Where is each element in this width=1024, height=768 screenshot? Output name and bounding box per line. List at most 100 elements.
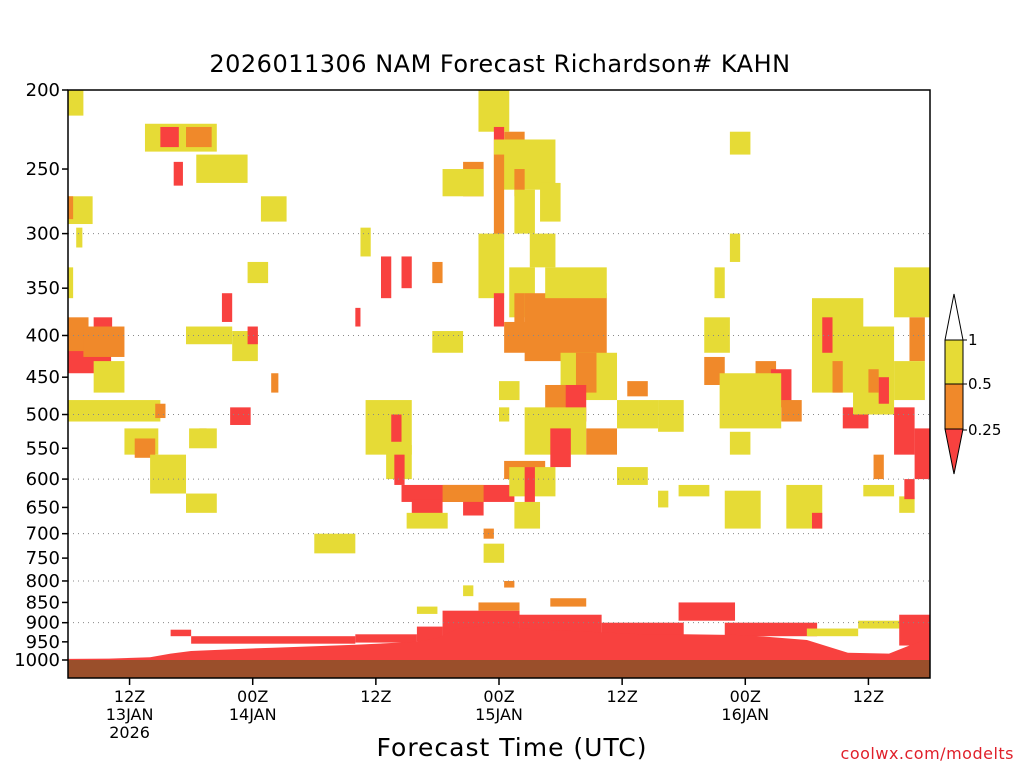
x-tick-label: 15JAN <box>475 705 523 724</box>
ri-region-yellow <box>360 227 371 257</box>
ri-region-red <box>519 614 602 635</box>
y-tick-label: 400 <box>26 325 60 346</box>
ground-layer <box>68 660 930 678</box>
y-tick-label: 800 <box>26 571 60 592</box>
x-tick-label: 13JAN <box>106 705 154 724</box>
y-tick-label: 850 <box>26 592 60 613</box>
ri-region-red <box>160 126 179 148</box>
ri-region-red <box>811 512 823 529</box>
ri-region-orange <box>550 598 587 607</box>
ri-region-yellow <box>189 428 217 449</box>
ri-region-yellow <box>894 267 930 318</box>
ri-region-yellow <box>442 169 484 197</box>
ri-region-orange <box>514 293 525 332</box>
ri-region-yellow <box>729 431 751 455</box>
ri-region-yellow <box>68 90 84 116</box>
ri-region-yellow <box>806 628 859 637</box>
ri-region-yellow <box>514 501 541 529</box>
ri-region-yellow <box>186 326 233 345</box>
ri-region-red <box>904 479 915 500</box>
legend-swatch-0 <box>944 339 964 385</box>
legend-lower-triangle <box>944 428 964 475</box>
x-tick-label: 12Z <box>114 687 145 706</box>
axes-layer: 200 250 300 350 400 450 500 550 600 650 700 7508008… <box>14 80 884 742</box>
ri-region-red <box>550 428 571 468</box>
ri-region-yellow <box>416 606 438 614</box>
ri-region-red <box>914 428 930 480</box>
ri-region-orange <box>627 381 648 397</box>
ri-region-yellow <box>899 496 915 513</box>
ri-region-orange <box>586 428 618 455</box>
ri-region-yellow <box>714 267 725 299</box>
ri-region-orange <box>575 352 597 393</box>
ri-region-orange <box>271 373 279 393</box>
ri-region-orange <box>832 361 843 393</box>
ri-region-yellow <box>76 227 83 248</box>
legend-swatch-1 <box>944 383 964 430</box>
ri-region-yellow <box>247 261 269 284</box>
ri-region-red <box>191 636 356 644</box>
ri-region-yellow <box>678 484 710 497</box>
ri-region-orange <box>868 369 879 393</box>
ri-region-orange <box>909 317 925 362</box>
ri-region-yellow <box>540 182 561 222</box>
ri-region-yellow <box>93 361 125 393</box>
ri-region-yellow <box>858 620 910 629</box>
y-tick-label: 350 <box>26 278 60 299</box>
ground-band <box>68 660 930 678</box>
ri-region-red <box>380 256 392 299</box>
ri-region-yellow <box>617 467 648 485</box>
x-tick-label: 12Z <box>360 687 391 706</box>
y-tick-label: 450 <box>26 367 60 388</box>
legend-label: 0.5 <box>968 375 992 393</box>
ri-region-yellow <box>499 407 510 422</box>
ri-region-orange <box>873 454 884 480</box>
ri-region-orange <box>504 580 515 588</box>
ri-region-red <box>170 629 192 637</box>
ri-region-yellow <box>545 267 607 299</box>
ri-region-yellow <box>514 189 535 234</box>
ri-region-orange <box>83 326 125 357</box>
ri-region-yellow <box>68 400 161 422</box>
ri-region-yellow <box>478 90 510 132</box>
boundary-layer-region <box>68 624 930 660</box>
ri-region-yellow <box>729 131 751 155</box>
ri-region-red <box>355 634 417 643</box>
ri-region-yellow <box>432 331 464 353</box>
ri-region-yellow <box>863 484 895 497</box>
ri-region-red <box>394 454 405 485</box>
ri-region-yellow <box>724 490 761 529</box>
ri-region-yellow <box>658 490 669 508</box>
ri-region-yellow <box>483 543 505 563</box>
ri-region-yellow <box>150 454 187 494</box>
ri-region-red <box>894 407 915 455</box>
ri-region-red <box>678 602 736 621</box>
ri-region-red <box>416 626 443 642</box>
ri-region-yellow <box>529 233 556 268</box>
ri-region-yellow <box>540 479 556 491</box>
chart-title: 2026011306 NAM Forecast Richardson# KAHN <box>209 50 791 78</box>
legend-label: 0.25 <box>968 421 1001 439</box>
ri-region-orange <box>432 261 443 284</box>
y-tick-label: 750 <box>26 548 60 569</box>
ri-region-orange <box>186 126 212 148</box>
ri-region-red <box>411 499 443 516</box>
ri-region-red <box>355 307 361 327</box>
ri-region-red <box>221 293 233 322</box>
ri-region-red <box>601 622 684 637</box>
ri-region-orange <box>493 154 505 240</box>
ri-region-red <box>878 377 889 404</box>
x-tick-label: 12Z <box>853 687 884 706</box>
ri-region-orange <box>68 196 74 220</box>
ri-region-red <box>391 414 402 442</box>
x-tick-label: 14JAN <box>229 705 277 724</box>
credit-link[interactable]: coolwx.com/modelts <box>840 744 1014 763</box>
legend-label: 1 <box>968 331 978 349</box>
legend-upper-triangle <box>944 293 964 341</box>
ri-region-red <box>173 161 183 186</box>
x-tick-label: 00Z <box>483 687 514 706</box>
ri-region-orange <box>504 321 556 353</box>
y-tick-label: 600 <box>26 469 60 490</box>
ri-region-orange <box>514 169 525 197</box>
